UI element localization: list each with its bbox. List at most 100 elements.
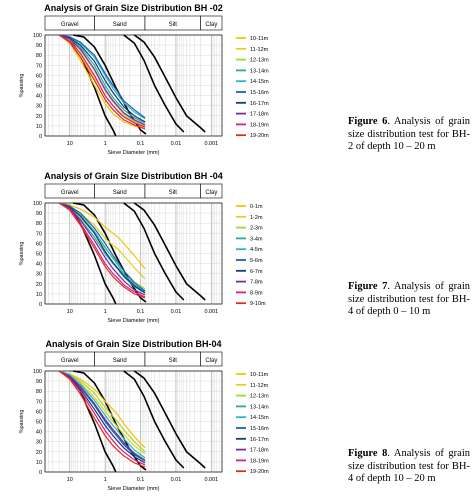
y-tick-label: 70 <box>36 231 42 237</box>
legend-label: 11-12m <box>250 383 269 389</box>
legend-label: 14-15m <box>250 79 269 85</box>
legend-label: 0-1m <box>250 204 263 210</box>
series-line <box>58 370 146 466</box>
zone-label: Clay <box>205 358 217 364</box>
legend-label: 17-18m <box>250 448 269 454</box>
legend-label: 1-2m <box>250 215 263 221</box>
y-tick-label: 20 <box>36 114 42 120</box>
series-line <box>58 34 146 123</box>
series-line <box>58 370 146 464</box>
y-tick-label: 80 <box>36 389 42 395</box>
y-tick-label: 90 <box>36 43 42 49</box>
plot-frame <box>44 34 223 137</box>
legend-label: 12-13m <box>250 58 269 64</box>
grain-size-chart-bh04-upper: Analysis of Grain Size Distribution BH -… <box>19 171 266 324</box>
y-tick-label: 30 <box>36 104 42 110</box>
zone-cell <box>200 15 223 31</box>
legend-label: 5-6m <box>250 258 263 264</box>
x-axis-label: Sieve Diameter (mm) <box>108 150 160 156</box>
y-tick-label: 0 <box>39 470 42 476</box>
y-tick-label: 60 <box>36 241 42 247</box>
legend-label: 13-14m <box>250 404 269 410</box>
x-tick-label: 0.1 <box>137 477 145 483</box>
y-axis-label: %passing <box>19 410 25 434</box>
zone-cell <box>200 351 223 367</box>
chart-title: Analysis of Grain Size Distribution BH -… <box>44 171 223 181</box>
legend-label: 16-17m <box>250 437 269 443</box>
soil-zone-header: Gravel Sand Silt Clay <box>44 183 223 199</box>
soil-zone-header: Gravel Sand Silt Clay <box>44 15 223 31</box>
x-tick-label: 0.001 <box>204 309 218 315</box>
figure-caption-text: . Analysis of grain size distribution te… <box>348 281 470 317</box>
y-tick-label: 60 <box>36 73 42 79</box>
x-axis-label: Sieve Diameter (mm) <box>108 486 160 492</box>
zone-label: Silt <box>169 190 178 196</box>
x-tick-label: 10 <box>67 309 73 315</box>
y-tick-label: 20 <box>36 450 42 456</box>
y-axis-label: %passing <box>19 74 25 98</box>
figure-caption: Figure 7. Analysis of grain size distrib… <box>348 281 470 319</box>
x-tick-label: 0.01 <box>171 477 182 483</box>
series-line <box>58 34 146 130</box>
legend-label: 14-15m <box>250 415 269 421</box>
legend-label: 8-9m <box>250 290 263 296</box>
figure-caption: Figure 8. Analysis of grain size distrib… <box>348 448 470 486</box>
y-tick-label: 20 <box>36 282 42 288</box>
legend-label: 18-19m <box>250 122 269 128</box>
y-tick-label: 90 <box>36 379 42 385</box>
legend-label: 9-10m <box>250 301 266 307</box>
y-tick-label: 0 <box>39 302 42 308</box>
series-line <box>58 202 146 270</box>
y-tick-label: 60 <box>36 409 42 415</box>
series-line <box>58 202 146 298</box>
y-tick-label: 0 <box>39 134 42 140</box>
envelope-curve <box>123 34 185 133</box>
legend: 0-1m 1-2m 2-3m 3-4m 4-5m 5-6m 6-7m 7-8m 8-9m 9-10… <box>236 204 266 307</box>
x-axis-label: Sieve Diameter (mm) <box>108 318 160 324</box>
legend: 10-11m 11-12m 12-13m 13-14m 14-15m 15-16m 16-1… <box>236 36 269 139</box>
plot-frame <box>44 202 223 305</box>
y-tick-label: 100 <box>33 33 42 39</box>
envelope-curve <box>133 202 206 301</box>
legend-label: 18-19m <box>250 458 269 464</box>
zone-label: Clay <box>205 190 217 196</box>
legend-label: 2-3m <box>250 226 263 232</box>
legend-label: 10-11m <box>250 36 269 42</box>
series-line <box>58 370 146 453</box>
y-tick-label: 50 <box>36 420 42 426</box>
figure-caption-text: . Analysis of grain size distribution te… <box>348 116 470 152</box>
chart-title: Analysis of Grain Size Distribution BH -… <box>44 3 223 13</box>
y-axis-label: %passing <box>19 242 25 266</box>
figure-caption-text: . Analysis of grain size distribution te… <box>348 448 470 484</box>
y-tick-label: 10 <box>36 124 42 130</box>
legend-label: 3-4m <box>250 236 263 242</box>
y-tick-label: 40 <box>36 262 42 268</box>
zone-label: Sand <box>113 22 127 28</box>
x-tick-label: 0.1 <box>137 309 145 315</box>
y-tick-label: 50 <box>36 84 42 90</box>
series-line <box>58 34 146 126</box>
x-tick-label: 10 <box>67 141 73 147</box>
legend-label: 19-20m <box>250 469 269 475</box>
y-tick-label: 30 <box>36 440 42 446</box>
y-tick-label: 100 <box>33 369 42 375</box>
legend-label: 10-11m <box>250 372 269 378</box>
zone-label: Sand <box>113 190 127 196</box>
legend-label: 15-16m <box>250 90 269 96</box>
zone-label: Silt <box>169 358 178 364</box>
series-line <box>58 34 146 119</box>
zone-label: Silt <box>169 22 178 28</box>
chart-title: Analysis of Grain Size Distribution BH-0… <box>45 339 221 349</box>
y-tick-label: 90 <box>36 211 42 217</box>
x-tick-label: 1 <box>104 477 107 483</box>
x-tick-label: 1 <box>104 309 107 315</box>
grain-size-chart-bh04-lower: Analysis of Grain Size Distribution BH-0… <box>19 339 269 492</box>
series-line <box>58 370 146 462</box>
series-line <box>58 202 146 299</box>
x-tick-label: 1 <box>104 141 107 147</box>
series-line <box>58 370 146 449</box>
legend-label: 17-18m <box>250 112 269 118</box>
y-tick-label: 70 <box>36 399 42 405</box>
zone-cell <box>200 183 223 199</box>
y-tick-label: 100 <box>33 201 42 207</box>
